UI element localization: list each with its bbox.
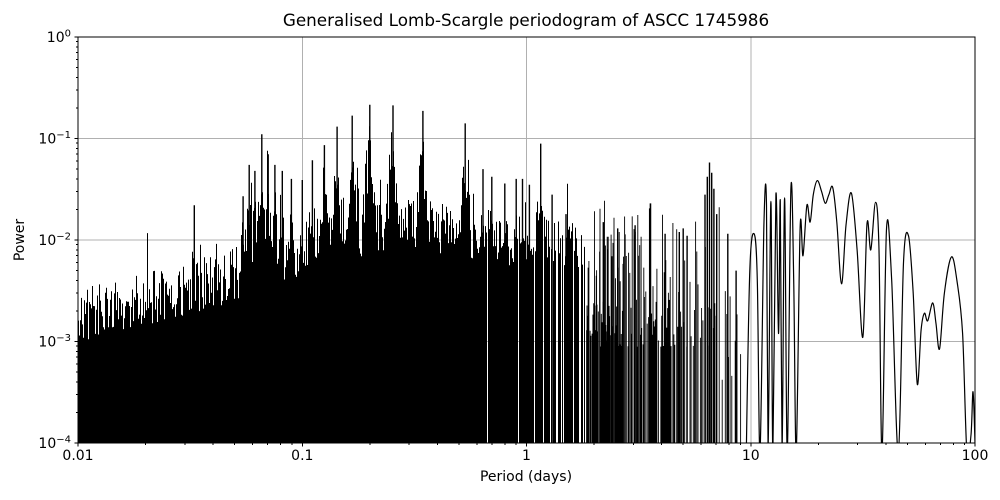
- y-axis-label: Power: [12, 219, 28, 262]
- series-alias-peaks: [193, 104, 737, 443]
- x-axis-label: Period (days): [480, 469, 572, 485]
- y-tick-label: 10−2: [38, 232, 71, 250]
- x-tick-label: 0.1: [291, 448, 313, 464]
- x-tick-label: 0.01: [62, 448, 93, 464]
- chart-title: Generalised Lomb-Scargle periodogram of …: [283, 10, 769, 30]
- y-tick-label: 10−3: [38, 333, 71, 351]
- tick-marks: [74, 36, 976, 447]
- y-tick-label: 10−4: [38, 435, 71, 453]
- axis-ticks: [74, 36, 976, 447]
- x-tick-label: 1: [522, 448, 531, 464]
- tick-labels: 0.01 0.1 1 10 100 100 10−1 10−2 10−3 10−4: [38, 29, 988, 465]
- y-tick-label: 10−1: [38, 130, 71, 148]
- y-tick-label: 100: [47, 29, 71, 47]
- x-tick-label: 100: [962, 448, 989, 464]
- series-sparse-lines: [586, 200, 742, 443]
- x-tick-label: 10: [742, 448, 760, 464]
- series-dense-noise: [78, 126, 585, 443]
- series-smooth-curve: [745, 179, 975, 443]
